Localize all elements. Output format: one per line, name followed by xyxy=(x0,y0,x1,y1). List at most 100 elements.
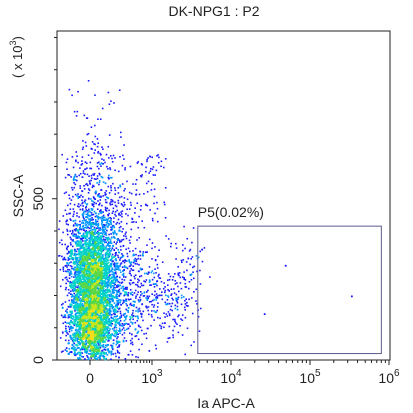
event-dot xyxy=(122,325,124,327)
event-dot xyxy=(88,357,90,360)
event-dot xyxy=(93,312,95,314)
event-dot xyxy=(82,309,85,312)
event-dot xyxy=(84,315,86,317)
event-dot xyxy=(95,330,98,332)
event-dot xyxy=(74,304,76,307)
event-dot xyxy=(100,289,103,292)
event-dot xyxy=(93,235,96,238)
event-dot xyxy=(96,293,99,295)
event-dot xyxy=(94,341,97,343)
event-dot xyxy=(118,294,121,297)
event-dot xyxy=(82,277,84,279)
event-dot xyxy=(96,294,99,296)
event-dot xyxy=(101,234,104,237)
event-dot xyxy=(88,324,91,327)
event-dot xyxy=(109,245,111,247)
event-dot xyxy=(84,328,86,331)
event-dot xyxy=(97,329,100,331)
event-dot xyxy=(106,264,108,266)
event-dot xyxy=(72,280,74,283)
event-dot xyxy=(79,343,81,346)
event-dot xyxy=(99,276,101,278)
event-dot xyxy=(69,242,72,244)
event-dot xyxy=(75,279,78,281)
event-dot xyxy=(136,319,139,322)
event-dot xyxy=(76,325,79,327)
event-dot xyxy=(90,352,93,354)
event-dot xyxy=(108,251,111,254)
event-dot xyxy=(120,262,123,264)
event-dot xyxy=(90,309,92,312)
event-dot xyxy=(75,273,77,275)
event-dot xyxy=(96,261,99,264)
event-dot xyxy=(117,267,120,269)
event-dot xyxy=(98,280,101,283)
event-dot xyxy=(81,340,83,343)
event-dot xyxy=(82,255,84,257)
event-dot xyxy=(103,264,106,267)
event-dot xyxy=(88,327,91,329)
event-dot xyxy=(94,327,97,330)
event-dot xyxy=(71,265,73,268)
event-dot xyxy=(103,332,105,335)
event-dot xyxy=(84,299,86,302)
event-dot xyxy=(115,272,117,275)
event-dot xyxy=(86,285,89,287)
event-dot xyxy=(91,275,93,278)
event-dot xyxy=(104,318,106,321)
event-dot xyxy=(95,344,97,347)
event-dot xyxy=(116,286,118,288)
event-dot xyxy=(86,252,89,255)
event-dot xyxy=(74,263,77,265)
event-dot xyxy=(91,254,93,257)
event-dot xyxy=(84,292,87,294)
event-dot xyxy=(73,266,76,269)
event-dot xyxy=(100,280,103,282)
event-dot xyxy=(79,305,82,308)
event-dot xyxy=(85,227,88,229)
event-dot xyxy=(96,307,99,310)
event-dot xyxy=(122,289,125,291)
event-dot xyxy=(72,340,74,343)
event-dot xyxy=(92,282,95,284)
event-dot xyxy=(74,284,77,286)
event-dot xyxy=(69,281,71,283)
event-dot xyxy=(92,271,95,274)
event-dot xyxy=(110,242,112,244)
event-dot xyxy=(104,208,107,210)
event-dot xyxy=(125,298,127,301)
event-dot xyxy=(120,240,123,243)
event-dot xyxy=(102,280,105,282)
event-dot xyxy=(90,348,93,350)
event-dot xyxy=(95,312,97,314)
event-dot xyxy=(91,348,94,350)
event-dot xyxy=(77,334,79,337)
event-dot xyxy=(81,238,83,241)
event-dot xyxy=(84,210,87,213)
event-dot xyxy=(96,311,98,313)
event-dot xyxy=(125,237,128,240)
event-dot xyxy=(102,272,105,275)
event-dot xyxy=(123,332,126,334)
event-dot xyxy=(59,268,62,271)
event-dot xyxy=(84,329,87,332)
event-dot xyxy=(92,334,95,336)
event-dot xyxy=(86,279,89,281)
event-dot xyxy=(111,305,113,308)
event-dot xyxy=(78,248,80,250)
event-dot xyxy=(66,270,68,273)
event-dot xyxy=(105,241,107,243)
event-dot xyxy=(102,286,104,289)
event-dot xyxy=(81,251,83,254)
event-dot xyxy=(107,281,109,283)
event-dot xyxy=(125,300,128,302)
event-dot xyxy=(104,334,106,336)
event-dot xyxy=(90,253,92,256)
event-dot xyxy=(88,277,90,279)
event-dot xyxy=(99,352,101,355)
event-dot xyxy=(81,199,83,202)
event-dot xyxy=(107,312,109,314)
event-dot xyxy=(114,237,116,239)
event-dot xyxy=(90,236,93,239)
